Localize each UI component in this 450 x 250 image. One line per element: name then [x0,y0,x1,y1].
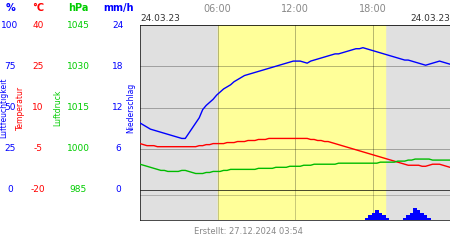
Text: 24.03.23: 24.03.23 [410,14,450,23]
Text: 10: 10 [32,103,44,112]
Bar [406,215,410,220]
Text: 18: 18 [112,62,124,71]
Text: 1015: 1015 [67,103,90,112]
Bar [410,212,414,220]
Text: -5: -5 [33,144,42,153]
Bar [217,25,385,190]
Bar [378,212,382,220]
Text: 24: 24 [112,20,124,30]
Bar [424,215,428,220]
Text: 1000: 1000 [67,144,90,153]
Text: 100: 100 [1,20,18,30]
Bar [364,218,368,220]
Text: 24.03.23: 24.03.23 [140,14,180,23]
Text: °C: °C [32,3,44,13]
Bar [375,210,378,220]
Text: 40: 40 [32,20,44,30]
Text: 0: 0 [115,186,121,194]
Bar [368,215,372,220]
Text: Temperatur: Temperatur [15,86,24,130]
Text: 1030: 1030 [67,62,90,71]
Text: -20: -20 [31,186,45,194]
Text: 12:00: 12:00 [281,4,309,14]
Text: 50: 50 [4,103,16,112]
Text: mm/h: mm/h [103,3,133,13]
Text: 25: 25 [32,62,44,71]
Text: Luftfeuchtigkeit: Luftfeuchtigkeit [0,77,9,138]
Text: 0: 0 [7,186,13,194]
Bar [420,212,424,220]
Text: %: % [5,3,15,13]
Bar [417,210,420,220]
Text: 75: 75 [4,62,16,71]
Bar [386,218,389,220]
Bar [217,190,385,220]
Bar [414,208,417,220]
Text: 1045: 1045 [67,20,90,30]
Bar [382,215,386,220]
Text: 25: 25 [4,144,16,153]
Text: Erstellt: 27.12.2024 03:54: Erstellt: 27.12.2024 03:54 [194,228,303,236]
Text: Niederschlag: Niederschlag [126,82,135,132]
Bar [428,218,431,220]
Text: 06:00: 06:00 [203,4,231,14]
Text: 6: 6 [115,144,121,153]
Bar [403,218,406,220]
Text: hPa: hPa [68,3,88,13]
Text: Luftdruck: Luftdruck [54,89,63,126]
Text: 18:00: 18:00 [359,4,387,14]
Bar [372,212,375,220]
Text: 12: 12 [112,103,124,112]
Text: 985: 985 [69,186,86,194]
